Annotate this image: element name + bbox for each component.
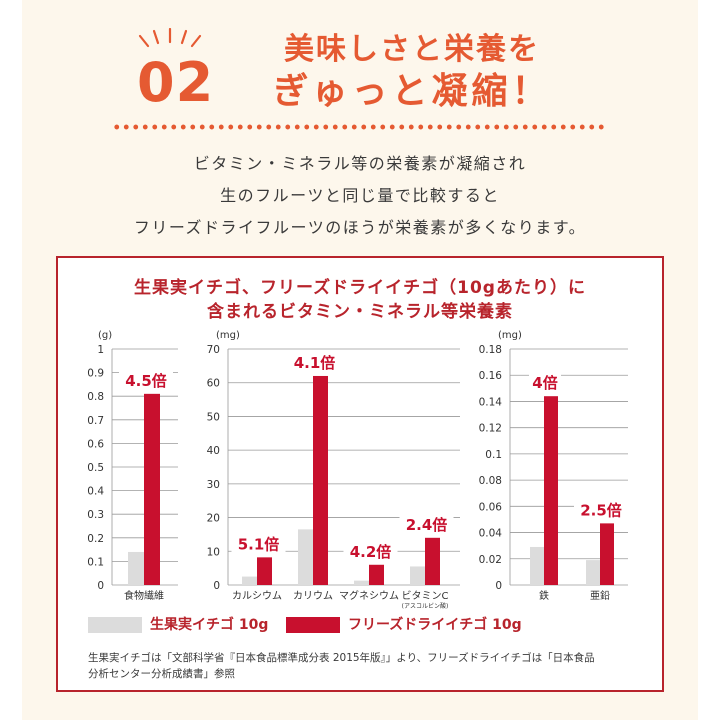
multiplier-label: 4倍: [532, 374, 557, 392]
y-tick-label: 0: [213, 580, 220, 592]
annotation-background: [231, 534, 286, 554]
y-tick-label: 0.18: [479, 344, 502, 356]
chart-title-line: 生果実イチゴ、フリーズドライイチゴ（10gあたり）に: [134, 278, 586, 298]
multiplier-label: 2.4倍: [406, 516, 448, 534]
y-axis-unit: (g): [98, 330, 112, 341]
footnote-line: 分析センター分析成績書」参照: [88, 668, 235, 680]
dotted-divider: [112, 124, 608, 130]
emphasis-burst-icon: [138, 28, 202, 48]
bar-fresh: [242, 576, 257, 585]
multiplier-label: 4.2倍: [350, 543, 392, 561]
y-tick-label: 0: [495, 580, 502, 592]
y-tick-label: 0.16: [479, 370, 503, 382]
source-footnote: 生果実イチゴは「文部科学省『日本食品標準成分表 2015年版』」より、フリーズド…: [88, 650, 648, 682]
annotation-background: [287, 352, 342, 372]
y-axis-unit: (mg): [498, 330, 522, 341]
y-tick-label: 10: [207, 546, 220, 558]
y-tick-label: 0.02: [479, 554, 502, 566]
bar-freeze: [257, 557, 272, 585]
bar-freeze: [369, 564, 384, 585]
y-tick-label: 20: [207, 513, 220, 525]
category-label: 鉄: [539, 589, 549, 602]
chart-title: 生果実イチゴ、フリーズドライイチゴ（10gあたり）に 含まれるビタミン・ミネラル…: [56, 276, 664, 324]
multiplier-label: 2.5倍: [580, 501, 622, 519]
bar-fresh: [410, 566, 425, 585]
y-tick-label: 0.8: [87, 391, 104, 403]
y-tick-label: 40: [207, 445, 220, 457]
category-label: カリウム: [293, 590, 333, 602]
bar-freeze: [600, 523, 614, 585]
y-tick-label: 0.04: [479, 528, 503, 540]
y-tick-label: 0.14: [479, 396, 503, 408]
bar-freeze: [544, 396, 558, 585]
y-tick-label: 70: [207, 344, 220, 356]
y-tick-label: 0: [97, 580, 104, 592]
y-tick-label: 0.2: [87, 533, 104, 545]
bar-fresh: [354, 580, 369, 585]
y-tick-label: 0.1: [485, 449, 502, 461]
annotation-background: [343, 541, 398, 561]
bar-freeze: [144, 393, 160, 585]
annotation-background: [119, 370, 173, 390]
category-label: カルシウム: [232, 590, 282, 602]
category-note: (アスコルビン酸): [402, 602, 449, 610]
y-tick-label: 0.7: [87, 415, 104, 427]
intro-text: ビタミン・ミネラル等の栄養素が凝縮され 生のフルーツと同じ量で比較すると フリー…: [60, 148, 660, 244]
legend-swatch-freeze: [286, 617, 340, 633]
legend-swatch-fresh: [88, 617, 142, 633]
section-number: 02: [137, 51, 215, 114]
multiplier-label: 4.5倍: [125, 372, 167, 390]
annotation-background: [399, 514, 454, 534]
multiplier-label: 5.1倍: [238, 535, 280, 553]
y-tick-label: 0.6: [87, 438, 104, 450]
footnote-line: 生果実イチゴは「文部科学省『日本食品標準成分表 2015年版』」より、フリーズド…: [88, 652, 595, 664]
intro-line: 生のフルーツと同じ量で比較すると: [220, 186, 500, 205]
y-tick-label: 30: [207, 479, 220, 491]
bar-fresh: [586, 560, 600, 585]
annotation-background: [529, 373, 561, 393]
intro-line: フリーズドライフルーツのほうが栄養素が多くなります。: [133, 218, 587, 237]
bar-fresh: [128, 551, 144, 585]
y-tick-label: 0.12: [479, 423, 502, 435]
category-label: 食物繊維: [124, 589, 164, 602]
y-tick-label: 60: [207, 378, 220, 390]
y-tick-label: 0.08: [479, 475, 502, 487]
y-tick-label: 0.1: [87, 556, 104, 568]
y-axis-unit: (mg): [216, 330, 240, 341]
bar-freeze: [313, 375, 328, 585]
y-tick-label: 1: [97, 344, 104, 356]
chart-title-line: 含まれるビタミン・ミネラル等栄養素: [207, 302, 513, 322]
bar-fresh: [298, 529, 313, 585]
bar-freeze: [425, 537, 440, 585]
y-tick-label: 50: [207, 411, 220, 423]
category-label: 亜鉛: [590, 589, 610, 602]
annotation-background: [574, 500, 628, 520]
category-label: マグネシウム: [339, 589, 399, 602]
y-tick-label: 0.3: [87, 509, 104, 521]
section-heading: 美味しさと栄養を ぎゅっと凝縮！: [262, 32, 562, 116]
category-label: ビタミンC: [402, 590, 449, 602]
y-tick-label: 0.5: [87, 462, 104, 474]
legend-label-fresh: 生果実イチゴ 10g: [150, 617, 269, 633]
heading-line-2: ぎゅっと凝縮！: [272, 71, 552, 112]
heading-line-1: 美味しさと栄養を: [284, 32, 540, 67]
legend-label-freeze: フリーズドライイチゴ 10g: [348, 617, 522, 633]
intro-line: ビタミン・ミネラル等の栄養素が凝縮され: [193, 154, 527, 173]
y-tick-label: 0.9: [87, 368, 104, 380]
y-tick-label: 0.06: [479, 501, 503, 513]
multiplier-label: 4.1倍: [294, 354, 336, 372]
bar-fresh: [530, 546, 544, 585]
y-tick-label: 0.4: [87, 486, 104, 498]
